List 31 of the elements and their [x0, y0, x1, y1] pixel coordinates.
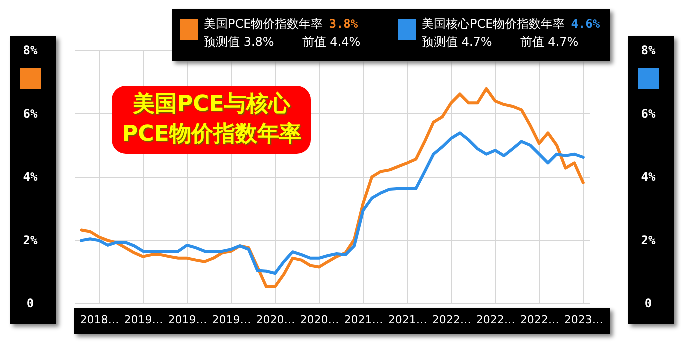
text: 3.8%: [329, 17, 358, 31]
y2-tick-label: 6%: [641, 106, 656, 121]
y2-tick-label: 0: [644, 296, 652, 310]
x-tick-label: 2021…: [344, 314, 384, 326]
text: 前值 4.4%: [302, 35, 361, 49]
text: 预测值 3.8%: [204, 35, 274, 49]
x-tick-label: 2019…: [124, 314, 164, 326]
y-tick-label: 6%: [23, 106, 38, 121]
text: 前值 4.7%: [520, 35, 579, 49]
y2-tick-label: 4%: [641, 170, 656, 184]
y-tick-label: 4%: [23, 170, 38, 184]
y2-tick-label: 2%: [641, 233, 656, 248]
x-tick-label: 2019…: [168, 314, 208, 326]
text: 4.6%: [571, 17, 600, 31]
x-tick-label: 2022…: [476, 314, 516, 326]
text: 预测值 4.7%: [422, 35, 492, 49]
x-tick-label: 2022…: [432, 314, 472, 326]
x-tick-label: 2023…: [564, 314, 604, 326]
x-tick-label: 2020…: [256, 314, 296, 326]
x-tick-label: 2021…: [388, 314, 428, 326]
y-tick-label: 8%: [23, 44, 38, 58]
y-tick-label: 0: [26, 296, 34, 310]
y-tick-label: 2%: [23, 233, 38, 248]
x-tick-label: 2018…: [80, 314, 120, 326]
legend-label: 美国PCE物价指数年率: [204, 17, 324, 31]
legend-label: 美国核心PCE物价指数年率: [422, 17, 566, 31]
x-tick-label: 2020…: [300, 314, 340, 326]
y2-tick-label: 8%: [641, 44, 656, 58]
text: 美国PCE与核心 PCE物价指数年率: [112, 86, 312, 154]
x-tick-label: 2022…: [520, 314, 560, 326]
x-tick-label: 2019…: [212, 314, 252, 326]
